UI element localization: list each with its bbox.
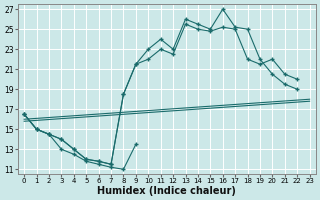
X-axis label: Humidex (Indice chaleur): Humidex (Indice chaleur)	[98, 186, 236, 196]
